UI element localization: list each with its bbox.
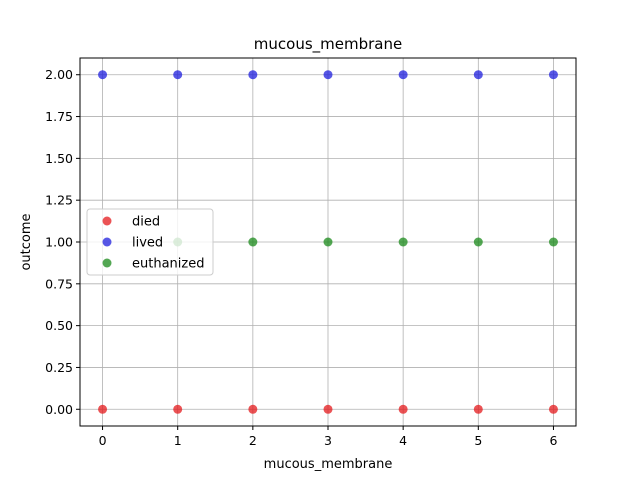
legend: died lived euthanized: [86, 208, 214, 276]
y-tick-label: 1.75: [45, 109, 73, 124]
legend-marker-died: [102, 216, 112, 226]
euthanized-point: [323, 237, 333, 247]
legend-marker-euthanized: [102, 258, 112, 268]
x-tick-label: 4: [399, 433, 407, 448]
y-tick-label: 0.00: [45, 402, 73, 417]
x-tick-label: 5: [474, 433, 482, 448]
legend-label-lived: lived: [132, 236, 163, 251]
chart-title: mucous_membrane: [254, 35, 402, 54]
died-point: [473, 404, 483, 414]
x-axis-ticks: 0 1 2 3 4 5 6: [99, 426, 557, 448]
legend-label-died: died: [132, 215, 160, 230]
x-tick-label: 0: [99, 433, 107, 448]
euthanized-point: [248, 237, 258, 247]
y-tick-label: 1.25: [45, 193, 73, 208]
euthanized-point: [473, 237, 483, 247]
lived-point: [398, 70, 408, 80]
legend-marker-lived: [102, 237, 112, 247]
y-tick-label: 2.00: [45, 67, 73, 82]
y-tick-label: 0.50: [45, 318, 73, 333]
died-point: [98, 404, 108, 414]
legend-frame: [86, 208, 214, 276]
died-point: [323, 404, 333, 414]
lived-point: [248, 70, 258, 80]
y-axis-ticks: 0.00 0.25 0.50 0.75 1.00 1.25 1.50 1.75 2.00: [45, 67, 80, 417]
lived-point: [323, 70, 333, 80]
died-point: [548, 404, 558, 414]
x-tick-label: 2: [249, 433, 257, 448]
y-tick-label: 0.25: [45, 360, 73, 375]
died-point: [248, 404, 258, 414]
x-axis-label: mucous_membrane: [264, 457, 393, 472]
y-tick-label: 0.75: [45, 276, 73, 291]
data-points: [98, 70, 558, 414]
lived-point: [473, 70, 483, 80]
legend-label-euthanized: euthanized: [132, 257, 204, 272]
y-tick-label: 1.50: [45, 151, 73, 166]
lived-point: [173, 70, 183, 80]
euthanized-point: [548, 237, 558, 247]
died-point: [398, 404, 408, 414]
y-tick-label: 1.00: [45, 235, 73, 250]
euthanized-point: [398, 237, 408, 247]
lived-point: [98, 70, 108, 80]
x-tick-label: 1: [174, 433, 182, 448]
died-point: [173, 404, 183, 414]
y-axis-label: outcome: [19, 213, 34, 270]
x-tick-label: 6: [549, 433, 557, 448]
lived-point: [548, 70, 558, 80]
x-tick-label: 3: [324, 433, 332, 448]
